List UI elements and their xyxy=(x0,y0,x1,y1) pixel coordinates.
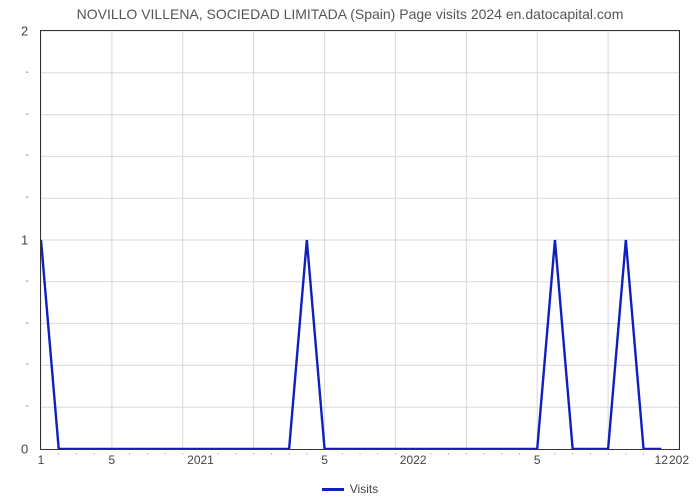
chart-title: NOVILLO VILLENA, SOCIEDAD LIMITADA (Spai… xyxy=(0,6,700,22)
x-axis-minor-tick: ' xyxy=(430,452,432,461)
x-axis-label: 2022 xyxy=(400,453,427,467)
x-axis-minor-tick: ' xyxy=(306,452,308,461)
x-axis-minor-tick: ' xyxy=(501,452,503,461)
x-axis-minor-tick: ' xyxy=(342,452,344,461)
x-axis-minor-tick: ' xyxy=(76,452,78,461)
x-axis-minor-tick: ' xyxy=(625,452,627,461)
y-axis-label: 0 xyxy=(21,442,28,457)
x-axis-minor-tick: ' xyxy=(519,452,521,461)
x-axis-label: 5 xyxy=(534,453,541,467)
x-axis-minor-tick: ' xyxy=(572,452,574,461)
x-axis-label: 1 xyxy=(38,453,45,467)
legend-swatch xyxy=(322,488,344,491)
y-axis-label: 1 xyxy=(21,233,28,248)
x-axis-minor-tick: ' xyxy=(607,452,609,461)
x-axis-minor-tick: ' xyxy=(253,452,255,461)
x-axis-minor-tick: ' xyxy=(217,452,219,461)
x-axis-minor-tick: ' xyxy=(271,452,273,461)
y-axis-minor-tick: - xyxy=(19,318,29,329)
x-axis-label: 5 xyxy=(109,453,116,467)
x-axis-minor-tick: ' xyxy=(182,452,184,461)
x-axis-minor-tick: ' xyxy=(466,452,468,461)
x-axis-minor-tick: ' xyxy=(129,452,131,461)
plot-area: 012--------15202152022512202''''''''''''… xyxy=(40,30,680,450)
x-axis-minor-tick: ' xyxy=(359,452,361,461)
x-axis-minor-tick: ' xyxy=(164,452,166,461)
y-axis-minor-tick: - xyxy=(19,359,29,370)
x-axis-minor-tick: ' xyxy=(288,452,290,461)
y-axis-minor-tick: - xyxy=(19,401,29,412)
x-axis-minor-tick: ' xyxy=(395,452,397,461)
x-axis-minor-tick: ' xyxy=(147,452,149,461)
x-axis-minor-tick: ' xyxy=(235,452,237,461)
x-axis-label: 202 xyxy=(669,453,689,467)
x-axis-label: 5 xyxy=(321,453,328,467)
x-axis-minor-tick: ' xyxy=(590,452,592,461)
x-axis-minor-tick: ' xyxy=(448,452,450,461)
x-axis-label: 12 xyxy=(655,453,668,467)
x-axis-minor-tick: ' xyxy=(58,452,60,461)
y-axis-minor-tick: - xyxy=(19,109,29,120)
y-axis-minor-tick: - xyxy=(19,276,29,287)
x-axis-minor-tick: ' xyxy=(93,452,95,461)
x-axis-label: 2021 xyxy=(187,453,214,467)
y-axis-minor-tick: - xyxy=(19,192,29,203)
y-axis-minor-tick: - xyxy=(19,150,29,161)
visits-chart: NOVILLO VILLENA, SOCIEDAD LIMITADA (Spai… xyxy=(0,0,700,500)
legend-label: Visits xyxy=(350,482,378,496)
legend: Visits xyxy=(0,482,700,496)
x-axis-minor-tick: ' xyxy=(554,452,556,461)
y-axis-label: 2 xyxy=(21,24,28,39)
x-axis-minor-tick: ' xyxy=(483,452,485,461)
x-axis-minor-tick: ' xyxy=(377,452,379,461)
y-axis-minor-tick: - xyxy=(19,67,29,78)
visits-line xyxy=(41,31,679,449)
x-axis-minor-tick: ' xyxy=(643,452,645,461)
